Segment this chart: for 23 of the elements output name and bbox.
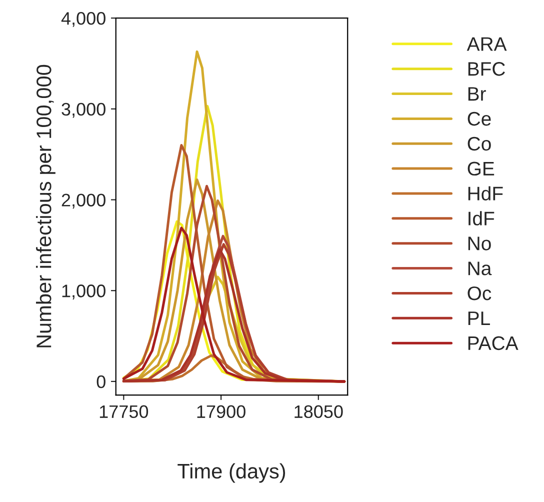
legend-label: HdF [468, 186, 503, 200]
y-axis-title: Number infectious per 100,000 [36, 64, 56, 348]
x-tick-label: 17750 [100, 405, 148, 418]
y-tick-label: 1,000 [62, 284, 106, 300]
legend-label: PL [468, 312, 490, 325]
legend-label: IdF [468, 211, 494, 226]
legend-label: Ce [468, 112, 491, 126]
legend-label: PACA [468, 336, 518, 350]
legend-label: GE [468, 162, 494, 176]
y-tick-label: 2,000 [62, 194, 106, 209]
y-tick-label: 0 [96, 375, 106, 388]
x-tick-label: 18050 [294, 405, 343, 418]
legend-label: BFC [468, 62, 505, 76]
legend-label: Na [468, 262, 492, 276]
y-tick-label: 4,000 [61, 12, 106, 27]
legend-label: Co [468, 136, 491, 151]
x-tick-label: 17900 [197, 405, 246, 418]
legend-label: Oc [468, 286, 492, 300]
legend-label: ARA [466, 37, 507, 51]
legend-label: No [468, 236, 491, 250]
legend-label: Br [468, 87, 486, 101]
y-tick-label: 3,000 [62, 102, 106, 118]
x-axis-title: Time (days) [178, 463, 286, 483]
